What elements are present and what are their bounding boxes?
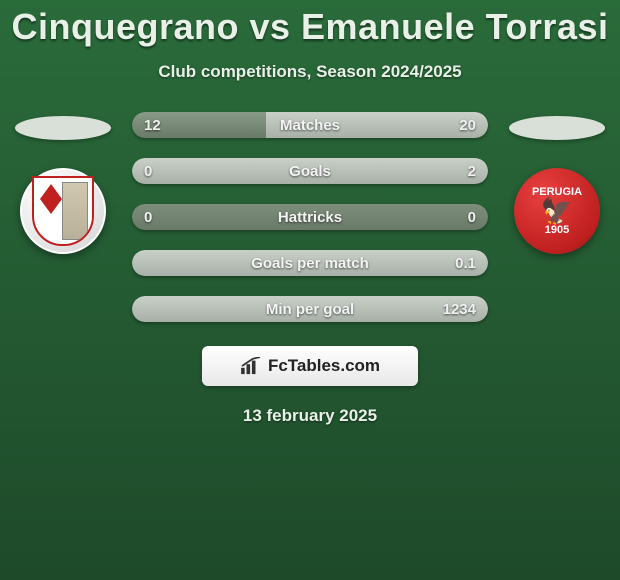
team-badge-right-year: 1905	[545, 224, 569, 236]
team-badge-left-shield	[32, 176, 94, 246]
subtitle: Club competitions, Season 2024/2025	[0, 62, 620, 82]
stat-bar-row: 1234 Min per goal	[132, 296, 488, 322]
stat-bar-row: 0 2 Goals	[132, 158, 488, 184]
stat-value-right: 0	[468, 209, 476, 226]
stat-bar-row: 12 20 Matches	[132, 112, 488, 138]
stat-label: Hattricks	[278, 209, 342, 226]
stat-value-left: 0	[144, 163, 152, 180]
fctables-logo-text: FcTables.com	[268, 356, 380, 376]
player-right-column: PERUGIA 🦅 1905	[502, 112, 612, 254]
player-right-oval	[509, 116, 605, 140]
fctables-logo[interactable]: FcTables.com	[202, 346, 418, 386]
player-left-column	[8, 112, 118, 254]
stat-value-right: 1234	[443, 301, 476, 318]
stat-bar-row: 0.1 Goals per match	[132, 250, 488, 276]
stat-label: Min per goal	[266, 301, 354, 318]
stat-value-right: 0.1	[455, 255, 476, 272]
stat-value-right: 20	[459, 117, 476, 134]
stat-bar-row: 0 0 Hattricks	[132, 204, 488, 230]
comparison-panel: 12 20 Matches 0 2 Goals 0 0 Hattricks 0.1 Goals pe…	[0, 112, 620, 322]
stat-value-left: 0	[144, 209, 152, 226]
stat-label: Matches	[280, 117, 340, 134]
stat-label: Goals per match	[251, 255, 369, 272]
chart-icon	[240, 357, 262, 375]
page-title: Cinquegrano vs Emanuele Torrasi	[0, 0, 620, 48]
stat-bars: 12 20 Matches 0 2 Goals 0 0 Hattricks 0.1 Goals pe…	[132, 112, 488, 322]
player-left-oval	[15, 116, 111, 140]
griffin-icon: 🦅	[541, 198, 573, 224]
stat-value-left: 12	[144, 117, 161, 134]
team-badge-right: PERUGIA 🦅 1905	[514, 168, 600, 254]
stat-value-right: 2	[468, 163, 476, 180]
date-label: 13 february 2025	[0, 406, 620, 426]
stat-label: Goals	[289, 163, 331, 180]
team-badge-left	[20, 168, 106, 254]
